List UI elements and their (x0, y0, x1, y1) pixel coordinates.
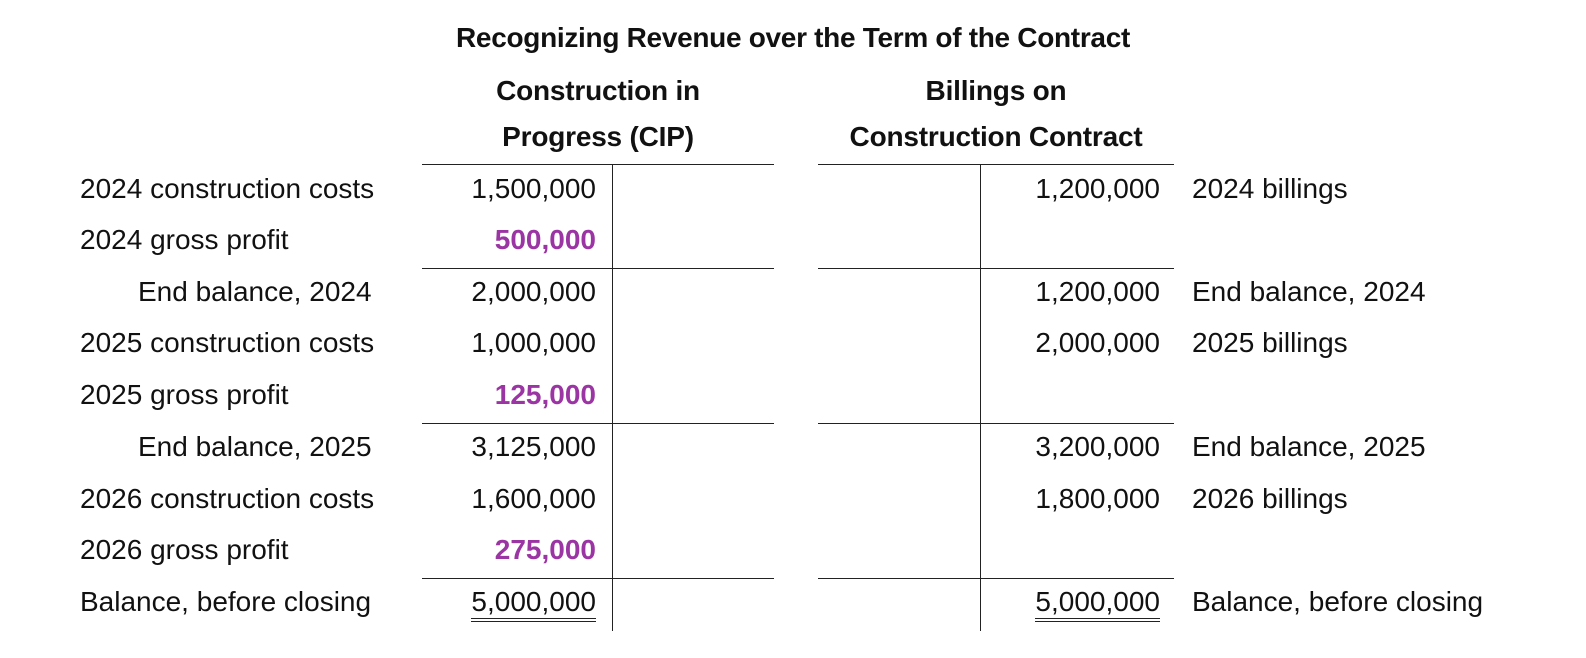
cip-amount-balance-before-closing: 5,000,000 (471, 587, 596, 622)
billings-amount-2024: 1,200,000 (1035, 173, 1160, 204)
cip-label-2024-gross-profit: 2024 gross profit (80, 224, 289, 255)
page-title: Recognizing Revenue over the Term of the… (456, 22, 1130, 53)
cip-heading-line2: Progress (CIP) (502, 121, 694, 152)
cip-label-2025-costs: 2025 construction costs (80, 327, 375, 358)
cip-center-rule (612, 164, 613, 631)
billings-amount-end-balance-2024: 1,200,000 (1035, 276, 1160, 307)
cip-label-2025-gross-profit: 2025 gross profit (80, 379, 289, 410)
cip-amount-end-balance-2025: 3,125,000 (471, 431, 596, 462)
cip-amount-2026-gross-profit: 275,000 (494, 534, 596, 565)
cip-label-2026-costs: 2026 construction costs (80, 483, 375, 514)
cip-amount-2024-gross-profit: 500,000 (494, 224, 596, 255)
billings-heading: Billings on Construction Contract (818, 68, 1174, 160)
billings-label-end-balance-2025: End balance, 2025 (1192, 431, 1426, 462)
cip-amount-2026-costs: 1,600,000 (471, 483, 596, 514)
billings-amount-end-balance-2025: 3,200,000 (1035, 431, 1160, 462)
cip-heading: Construction in Progress (CIP) (422, 68, 774, 160)
cip-heading-line1: Construction in (496, 75, 700, 106)
billings-top-rule (818, 164, 1174, 165)
billings-amount-balance-before-closing: 5,000,000 (1035, 587, 1160, 622)
cip-label-2026-gross-profit: 2026 gross profit (80, 534, 289, 565)
billings-label-2025: 2025 billings (1192, 327, 1348, 358)
cip-rule-2026 (422, 578, 774, 579)
billings-label-end-balance-2024: End balance, 2024 (1192, 276, 1426, 307)
cip-label-end-balance-2025: End balance, 2025 (138, 431, 372, 462)
billings-heading-line1: Billings on (925, 75, 1067, 106)
billings-label-2026: 2026 billings (1192, 483, 1348, 514)
cip-rule-2024 (422, 268, 774, 269)
cip-amount-2025-gross-profit: 125,000 (494, 379, 596, 410)
billings-center-rule (980, 164, 981, 631)
billings-label-balance-before-closing: Balance, before closing (1192, 586, 1484, 617)
billings-heading-line2: Construction Contract (849, 121, 1143, 152)
billings-label-2024: 2024 billings (1192, 173, 1348, 204)
billings-rule-2024 (818, 268, 1174, 269)
billings-amount-2025: 2,000,000 (1035, 327, 1160, 358)
cip-amount-end-balance-2024: 2,000,000 (471, 276, 596, 307)
cip-label-end-balance-2024: End balance, 2024 (138, 276, 372, 307)
billings-rule-2026 (818, 578, 1174, 579)
billings-rule-2025 (818, 423, 1174, 424)
cip-label-balance-before-closing: Balance, before closing (80, 586, 372, 617)
billings-amount-2026: 1,800,000 (1035, 483, 1160, 514)
cip-amount-2024-costs: 1,500,000 (471, 173, 596, 204)
cip-amount-2025-costs: 1,000,000 (471, 327, 596, 358)
cip-rule-2025 (422, 423, 774, 424)
cip-label-2024-costs: 2024 construction costs (80, 173, 375, 204)
cip-top-rule (422, 164, 774, 165)
